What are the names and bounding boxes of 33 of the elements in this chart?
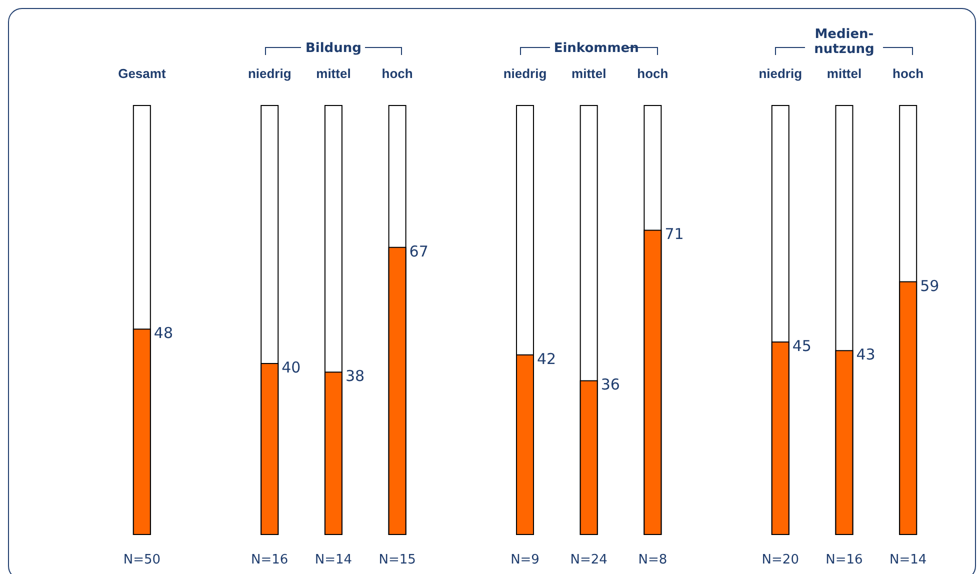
x-tick-label: mittel [826,66,862,81]
x-tick-label: niedrig [503,66,547,81]
text: N=50 [123,552,161,568]
text: Einkommen [552,40,639,56]
x-tick-label: Gesamt [118,66,166,81]
x-tick-label: hoch [382,66,413,81]
data-label: 40 [282,358,301,376]
data-label: 71 [664,225,684,244]
text: N=16 [826,552,863,568]
data-label: 36 [600,376,620,394]
x-tick-label: niedrig [758,66,802,81]
data-label: 38 [345,367,365,386]
text: N=16 [251,552,288,568]
x-tick-label: mittel [316,66,351,81]
data-label: 43 [856,346,876,364]
text: Bildung [301,40,366,56]
data-label: 67 [409,242,428,260]
text: Medien-nutzung [805,27,884,57]
x-tick-label: niedrig [248,66,292,81]
data-label: 45 [792,337,812,355]
text: N=24 [570,552,608,568]
data-label: 42 [537,350,556,368]
text: N=14 [889,552,927,568]
x-tick-label: hoch [637,66,668,81]
data-label: 48 [154,324,174,342]
x-tick-label: hoch [892,66,924,81]
text: N=8 [638,552,668,568]
x-tick-label: mittel [572,66,606,81]
text: N=14 [314,552,352,568]
text: N=9 [510,552,540,568]
text: N=20 [762,552,799,568]
data-label: 59 [920,276,940,295]
text: N=15 [378,552,416,568]
